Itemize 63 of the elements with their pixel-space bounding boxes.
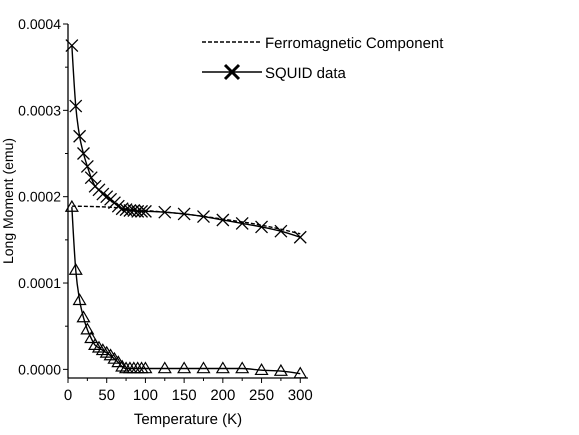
point bbox=[104, 192, 118, 206]
point bbox=[131, 362, 144, 374]
point bbox=[236, 362, 249, 374]
point bbox=[294, 230, 307, 244]
point bbox=[96, 344, 110, 356]
point bbox=[108, 352, 122, 364]
point bbox=[178, 362, 191, 374]
point bbox=[134, 362, 148, 374]
point bbox=[69, 99, 82, 113]
y-tick-label: 0.0002 bbox=[18, 188, 62, 205]
point bbox=[100, 190, 114, 204]
point bbox=[119, 362, 133, 374]
point bbox=[80, 160, 94, 174]
x-tick-label: 200 bbox=[210, 387, 236, 404]
point bbox=[76, 146, 90, 160]
point bbox=[69, 263, 82, 275]
point bbox=[196, 362, 210, 374]
point bbox=[88, 338, 102, 350]
y-tick-label: 0.0001 bbox=[18, 275, 62, 292]
point bbox=[84, 171, 98, 184]
point bbox=[96, 187, 110, 201]
legend-label: Ferromagnetic Component bbox=[265, 35, 444, 52]
y-tick-label: 0.0004 bbox=[18, 16, 62, 32]
point bbox=[116, 360, 129, 372]
point bbox=[104, 348, 118, 360]
point bbox=[92, 183, 106, 196]
y-tick-label: 0.0003 bbox=[18, 102, 62, 118]
x-tick-label: 100 bbox=[132, 387, 158, 404]
point bbox=[158, 206, 172, 219]
point bbox=[177, 207, 191, 221]
point bbox=[72, 130, 86, 143]
point bbox=[158, 362, 172, 374]
point bbox=[65, 38, 79, 52]
x-tick-label: 50 bbox=[98, 387, 116, 404]
point bbox=[196, 210, 210, 224]
y-tick-label: 0.0000 bbox=[18, 361, 62, 378]
point bbox=[294, 367, 307, 378]
x-tick-label: 0 bbox=[64, 387, 72, 404]
point bbox=[76, 310, 90, 322]
point bbox=[73, 294, 86, 306]
point bbox=[254, 364, 268, 376]
point bbox=[274, 364, 288, 376]
point bbox=[274, 224, 288, 238]
point bbox=[216, 213, 230, 227]
x-axis-title: Temperature (K) bbox=[134, 411, 242, 428]
point bbox=[112, 356, 125, 368]
point bbox=[138, 362, 152, 374]
point bbox=[216, 362, 230, 374]
y-axis-title: Long Moment (emu) bbox=[0, 138, 16, 264]
x-tick-label: 250 bbox=[249, 387, 274, 404]
legend-label: SQUID data bbox=[265, 65, 347, 82]
point bbox=[84, 332, 98, 344]
x-tick-label: 300 bbox=[288, 387, 313, 404]
point bbox=[127, 362, 140, 374]
point bbox=[80, 323, 94, 334]
point bbox=[108, 196, 122, 210]
point bbox=[236, 216, 249, 230]
point bbox=[123, 362, 137, 374]
point bbox=[100, 346, 114, 358]
x-tick-label: 150 bbox=[172, 387, 197, 404]
point bbox=[254, 220, 268, 234]
point bbox=[88, 180, 102, 193]
point bbox=[92, 341, 106, 353]
